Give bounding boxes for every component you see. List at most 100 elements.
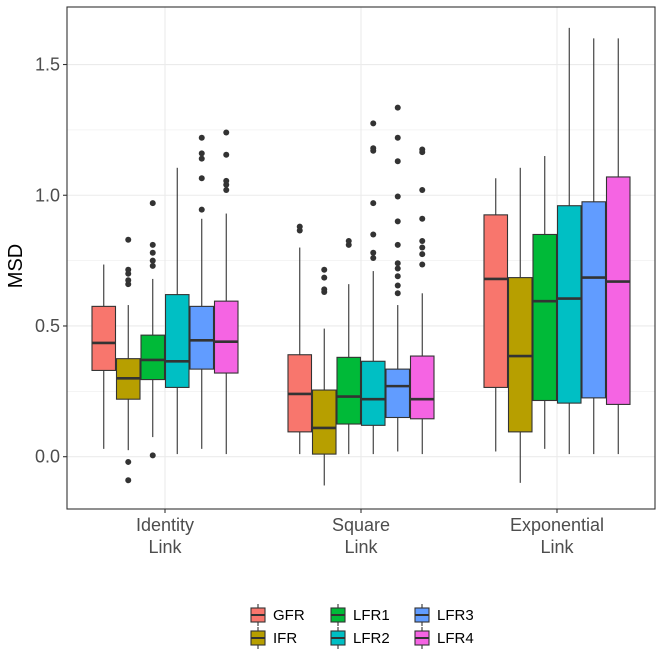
boxplot-lfr1-1 (140, 200, 166, 459)
outlier-point (149, 200, 156, 207)
outlier-point (149, 257, 156, 264)
box (409, 355, 435, 420)
boxplot-gfr-1 (91, 264, 117, 449)
legend-label: IFR (273, 630, 297, 647)
outlier-point (394, 273, 401, 280)
boxplot-ifr-1 (115, 236, 141, 484)
outlier-point (370, 120, 377, 127)
x-tick-label-line2: Link (540, 537, 574, 557)
y-tick-label: 1.0 (35, 185, 60, 205)
outlier-point (125, 277, 132, 284)
legend-label: LFR2 (353, 630, 390, 647)
boxplot-lfr3-1 (189, 134, 215, 449)
outlier-point (394, 218, 401, 225)
box (189, 305, 215, 370)
outlier-point (198, 155, 205, 162)
outlier-point (125, 477, 132, 484)
box (532, 233, 558, 402)
outlier-point (419, 187, 426, 194)
outlier-point (198, 175, 205, 182)
outlier-point (419, 261, 426, 268)
box (311, 389, 337, 455)
outlier-point (394, 260, 401, 267)
box (385, 368, 411, 419)
outlier-point (321, 266, 328, 273)
boxplot-lfr2-2 (360, 120, 386, 455)
outlier-point (394, 265, 401, 272)
outlier-point (125, 236, 132, 243)
outlier-point (321, 286, 328, 293)
legend-label: GFR (273, 607, 305, 624)
outlier-point (394, 193, 401, 200)
boxplot-gfr-2 (287, 223, 313, 455)
outlier-point (394, 158, 401, 165)
outlier-point (125, 266, 132, 273)
box (336, 356, 362, 425)
y-tick-label: 1.5 (35, 55, 60, 75)
outlier-point (223, 151, 230, 158)
boxplot-lfr4-1 (213, 129, 239, 455)
boxplot-ifr-3 (507, 167, 533, 483)
outlier-point (223, 187, 230, 194)
legend-label: LFR3 (437, 607, 474, 624)
outlier-point (370, 255, 377, 261)
x-tick-label-line1: Square (332, 515, 390, 535)
x-tick-label-line1: Exponential (510, 515, 604, 535)
boxplot-gfr-3 (483, 178, 509, 452)
outlier-point (394, 290, 401, 297)
outlier-point (394, 241, 401, 248)
boxplot-lfr1-3 (532, 156, 558, 449)
outlier-point (198, 206, 205, 213)
boxplot-ifr-2 (311, 266, 337, 486)
outlier-point (394, 134, 401, 141)
outlier-point (149, 241, 156, 248)
legend-item-lfr1: LFR1 (330, 604, 390, 626)
box (556, 205, 582, 404)
outlier-point (149, 262, 156, 269)
outlier-point (419, 215, 426, 222)
outlier-point (345, 238, 352, 245)
boxplots (91, 27, 631, 486)
outlier-point (370, 231, 377, 238)
outlier-point (296, 223, 303, 230)
legend-item-gfr: GFR (250, 604, 305, 626)
y-tick-label: 0.0 (35, 447, 60, 467)
outlier-point (198, 150, 205, 157)
box (140, 334, 166, 381)
legend-item-lfr2: LFR2 (330, 627, 390, 649)
outlier-point (394, 104, 401, 111)
outlier-point (419, 238, 426, 245)
boxplot-lfr4-2 (409, 146, 435, 455)
box (213, 300, 239, 374)
outlier-point (370, 200, 377, 207)
boxplot-lfr3-3 (581, 38, 607, 455)
y-axis-title: MSD (5, 244, 27, 288)
boxplot-lfr3-2 (385, 104, 411, 452)
x-tick-label-line2: Link (344, 537, 378, 557)
y-tick-label: 0.5 (35, 316, 60, 336)
box (581, 201, 607, 399)
outlier-point (419, 244, 426, 251)
legend-label: LFR1 (353, 607, 390, 624)
legend-item-ifr: IFR (250, 627, 297, 649)
outlier-point (321, 274, 328, 281)
box (360, 360, 386, 426)
outlier-point (370, 249, 377, 256)
x-tick-label-line1: Identity (136, 515, 194, 535)
legend-item-lfr4: LFR4 (414, 627, 474, 649)
outlier-point (223, 129, 230, 136)
boxplot-lfr2-3 (556, 27, 582, 455)
y-axis: 0.0 0.5 1.0 1.5 (35, 55, 67, 467)
legend-label: LFR4 (437, 630, 474, 647)
box (507, 277, 533, 433)
boxplot-lfr1-2 (336, 238, 362, 455)
box (91, 305, 117, 371)
box (483, 214, 509, 388)
legend-item-lfr3: LFR3 (414, 604, 474, 626)
legend: GFR IFR LFR1 LFR2 LFR3 LFR4 (250, 604, 474, 649)
box (164, 294, 190, 388)
x-tick-label-line2: Link (148, 537, 182, 557)
box (605, 176, 631, 405)
